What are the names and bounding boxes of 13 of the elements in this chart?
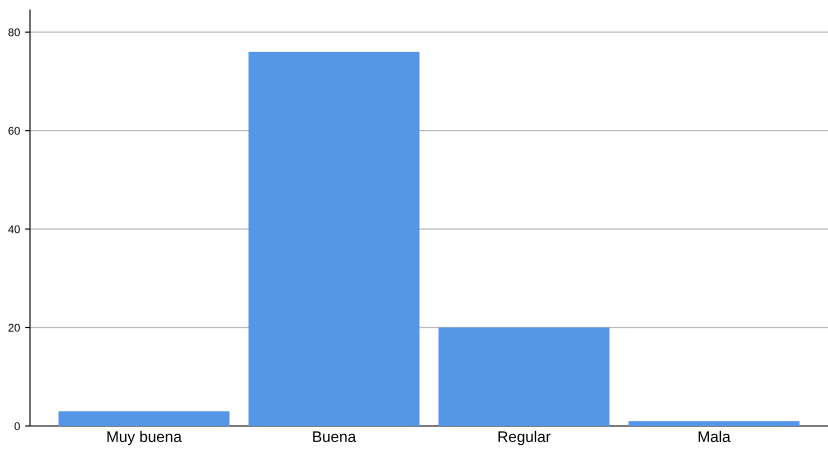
x-tick-label: Muy buena bbox=[107, 430, 182, 446]
y-tick-label: 80 bbox=[8, 28, 20, 36]
y-tick-label: 40 bbox=[8, 225, 20, 234]
bar bbox=[438, 328, 610, 426]
y-tick-label: 60 bbox=[8, 126, 20, 135]
x-tick-label: Mala bbox=[698, 430, 731, 442]
bar bbox=[628, 421, 800, 426]
x-tick-label: Regular bbox=[498, 430, 550, 446]
x-tick-label: Buena bbox=[313, 431, 356, 442]
bar bbox=[248, 52, 420, 426]
y-tick-label: 20 bbox=[8, 324, 20, 332]
bar bbox=[58, 411, 230, 426]
y-tick-label: 0 bbox=[14, 422, 20, 430]
